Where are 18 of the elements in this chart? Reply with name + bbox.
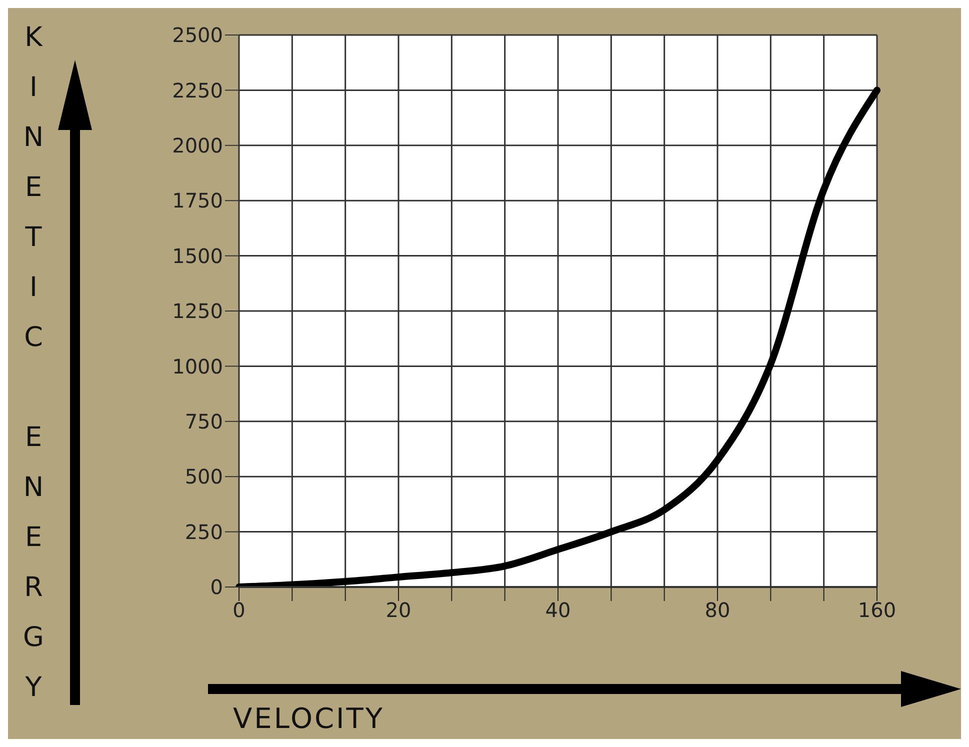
y-tick-label: 1750	[172, 188, 223, 213]
x-tick-label: 20	[386, 598, 412, 622]
x-tick-label: 160	[858, 598, 896, 622]
y-tick-label: 750	[184, 410, 223, 434]
y-tick-label: 2250	[172, 78, 223, 102]
y-tick-label: 500	[184, 464, 223, 489]
y-tick-label: 2000	[172, 134, 223, 158]
x-tick-label: 80	[704, 598, 730, 622]
y-tick-label: 0	[210, 575, 223, 600]
x-tick-label: 40	[545, 598, 571, 622]
y-tick-label: 2500	[172, 23, 223, 48]
x-tick-label: 0	[232, 598, 246, 622]
y-tick-label: 250	[184, 520, 223, 544]
x-axis-title: VELOCITY	[233, 702, 385, 735]
y-tick-label: 1250	[172, 299, 223, 324]
y-tick-label: 1000	[172, 354, 223, 378]
y-axis-title: KINETIC ENERGY	[18, 22, 49, 722]
y-tick-label: 1500	[172, 244, 223, 268]
